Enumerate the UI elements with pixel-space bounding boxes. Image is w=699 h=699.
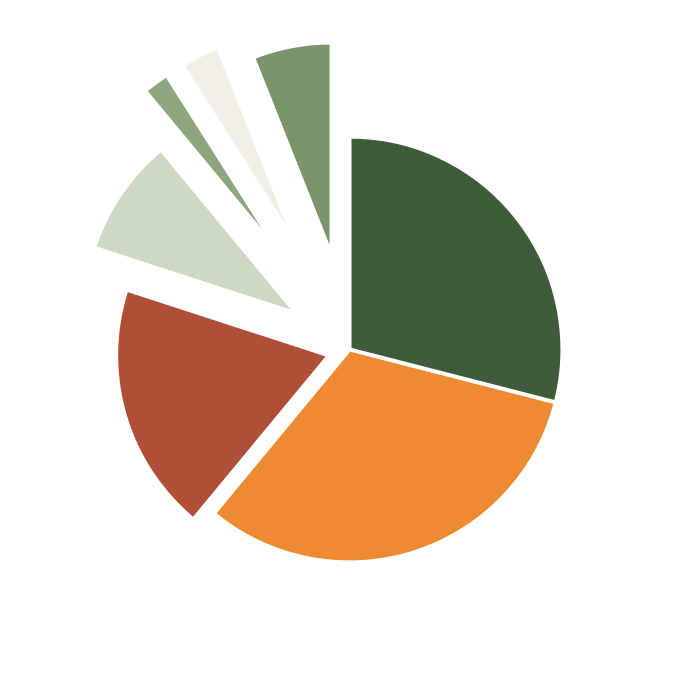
pie-slice [253, 42, 331, 255]
pie-chart [0, 0, 699, 699]
